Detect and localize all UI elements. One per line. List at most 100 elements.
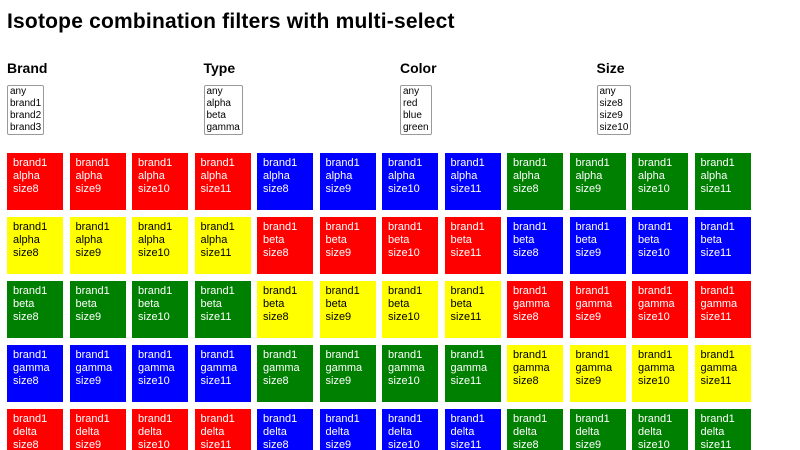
size-filter-option[interactable]: size9 xyxy=(599,110,630,122)
item-size: size9 xyxy=(75,375,102,388)
size-filter-option[interactable]: size8 xyxy=(599,98,630,110)
color-filter-select[interactable]: anyredbluegreen xyxy=(400,85,432,136)
item-brand: brand1 xyxy=(638,285,673,298)
grid-item: brand1 alpha size11 xyxy=(194,153,251,211)
item-type: delta xyxy=(388,426,412,439)
item-brand: brand1 xyxy=(13,221,48,234)
type-filter-option[interactable]: any xyxy=(206,86,241,98)
item-type: delta xyxy=(263,426,287,439)
brand-filter-option[interactable]: brand3 xyxy=(9,122,42,134)
item-type: alpha xyxy=(75,170,103,183)
grid-item: brand1 gamma size8 xyxy=(507,345,563,403)
grid-item: brand1 delta size8 xyxy=(7,409,63,450)
item-type: gamma xyxy=(13,362,50,375)
item-size: size10 xyxy=(388,311,420,324)
item-brand: brand1 xyxy=(138,285,173,298)
item-type: beta xyxy=(450,234,472,247)
brand-filter-select[interactable]: anybrand1brand2brand3 xyxy=(7,85,45,136)
item-type: delta xyxy=(638,426,662,439)
item-size: size10 xyxy=(138,311,170,324)
item-brand: brand1 xyxy=(13,349,48,362)
size-filter-option[interactable]: any xyxy=(599,86,630,98)
item-brand: brand1 xyxy=(13,157,48,170)
item-brand: brand1 xyxy=(325,221,360,234)
item-size: size10 xyxy=(638,439,670,450)
color-filter-option[interactable]: any xyxy=(402,86,430,98)
item-type: beta xyxy=(638,234,660,247)
grid-item: brand1 alpha size11 xyxy=(194,217,251,275)
item-brand: brand1 xyxy=(138,413,173,426)
item-size: size11 xyxy=(700,311,732,324)
grid-item: brand1 gamma size10 xyxy=(132,345,188,403)
item-size: size11 xyxy=(450,247,482,260)
item-brand: brand1 xyxy=(75,413,110,426)
grid-item: brand1 delta size8 xyxy=(257,409,313,450)
item-brand: brand1 xyxy=(325,157,360,170)
item-type: beta xyxy=(388,234,410,247)
grid-item: brand1 beta size10 xyxy=(382,217,438,275)
size-filter-option[interactable]: size10 xyxy=(599,122,630,134)
color-filter-option[interactable]: green xyxy=(402,122,430,134)
item-type: delta xyxy=(200,426,225,439)
item-brand: brand1 xyxy=(388,349,423,362)
type-filter-option[interactable]: gamma xyxy=(206,122,241,134)
grid-item: brand1 alpha size8 xyxy=(257,153,313,211)
item-brand: brand1 xyxy=(700,285,735,298)
item-size: size11 xyxy=(450,311,482,324)
item-type: beta xyxy=(263,234,285,247)
item-brand: brand1 xyxy=(513,221,548,234)
type-filter-select[interactable]: anyalphabetagamma xyxy=(203,85,243,136)
item-type: alpha xyxy=(13,170,40,183)
grid-item: brand1 gamma size11 xyxy=(694,281,751,339)
item-size: size11 xyxy=(700,247,732,260)
item-brand: brand1 xyxy=(138,221,173,234)
item-size: size8 xyxy=(13,247,39,260)
grid-item: brand1 delta size11 xyxy=(194,409,251,450)
item-brand: brand1 xyxy=(200,413,235,426)
item-size: size8 xyxy=(13,311,39,324)
item-brand: brand1 xyxy=(388,413,423,426)
item-brand: brand1 xyxy=(138,157,173,170)
item-brand: brand1 xyxy=(450,349,485,362)
grid-item: brand1 delta size10 xyxy=(632,409,688,450)
item-brand: brand1 xyxy=(200,349,235,362)
item-type: beta xyxy=(13,298,35,311)
size-filter-select[interactable]: anysize8size9size10 xyxy=(596,85,632,136)
brand-filter-option[interactable]: brand1 xyxy=(9,98,42,110)
item-type: alpha xyxy=(75,234,103,247)
item-brand: brand1 xyxy=(513,285,548,298)
item-type: gamma xyxy=(138,362,175,375)
item-brand: brand1 xyxy=(700,221,735,234)
brand-filter-option[interactable]: any xyxy=(9,86,42,98)
color-filter-option[interactable]: red xyxy=(402,98,430,110)
grid-item: brand1 gamma size11 xyxy=(694,345,751,403)
grid-item: brand1 beta size8 xyxy=(7,281,63,339)
filter-group-size: Size anysize8size9size10 xyxy=(596,60,794,136)
item-type: delta xyxy=(325,426,350,439)
brand-filter-option[interactable]: brand2 xyxy=(9,110,42,122)
grid-item: brand1 delta size8 xyxy=(507,409,563,450)
item-type: gamma xyxy=(700,298,738,311)
item-size: size8 xyxy=(263,375,289,388)
item-type: alpha xyxy=(200,234,228,247)
grid-item: brand1 beta size11 xyxy=(444,217,501,275)
item-type: beta xyxy=(325,234,347,247)
item-brand: brand1 xyxy=(638,221,673,234)
item-size: size9 xyxy=(575,183,602,196)
type-filter-option[interactable]: beta xyxy=(206,110,241,122)
item-size: size8 xyxy=(513,183,539,196)
item-size: size9 xyxy=(325,439,352,450)
item-type: alpha xyxy=(263,170,290,183)
item-size: size8 xyxy=(513,439,539,450)
item-size: size10 xyxy=(638,375,670,388)
item-brand: brand1 xyxy=(575,349,610,362)
type-filter-option[interactable]: alpha xyxy=(206,98,241,110)
grid-item: brand1 alpha size8 xyxy=(7,153,63,211)
item-type: delta xyxy=(700,426,725,439)
color-filter-option[interactable]: blue xyxy=(402,110,430,122)
item-brand: brand1 xyxy=(75,157,110,170)
item-size: size9 xyxy=(75,247,102,260)
item-type: beta xyxy=(75,298,97,311)
filter-group-brand: Brand anybrand1brand2brand3 xyxy=(7,60,204,136)
grid-item: brand1 gamma size10 xyxy=(632,345,688,403)
